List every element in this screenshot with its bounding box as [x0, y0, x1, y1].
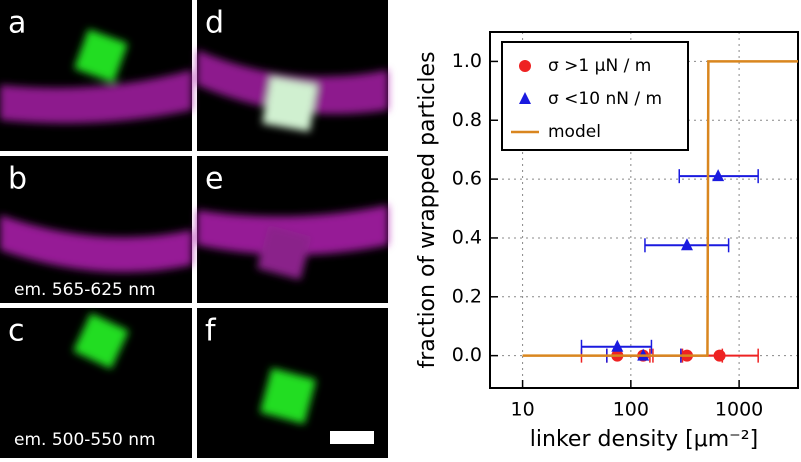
plot-frame	[489, 31, 799, 389]
panel-caption: em. 565-625 nm	[14, 280, 156, 300]
y-tick-label: 1.0	[452, 50, 482, 72]
legend-label: σ >1 μN / m	[548, 56, 651, 76]
model-line	[522, 60, 798, 357]
point	[713, 349, 726, 362]
point	[712, 169, 725, 182]
point	[680, 238, 693, 251]
panel-label: f	[205, 314, 217, 349]
panel-label: a	[8, 6, 26, 41]
panel-label: d	[205, 6, 224, 41]
legend-marker	[519, 60, 531, 72]
y-tick-label: 0.2	[452, 285, 482, 307]
y-tick-label: 0.8	[452, 109, 482, 131]
point	[611, 339, 624, 352]
y-tick-label: 0.6	[452, 168, 482, 190]
x-tick-label: 100	[613, 399, 649, 421]
legend-label: model	[548, 122, 601, 142]
legend-label: σ <10 nN / m	[548, 89, 662, 109]
x-tick-label: 10	[510, 399, 534, 421]
micrographs	[0, 0, 388, 458]
y-tick-label: 0.4	[452, 226, 482, 248]
legend-marker	[519, 92, 531, 104]
y-tick-label: 0.0	[452, 344, 482, 366]
y-axis-label: fraction of wrapped particles	[415, 51, 440, 368]
panel-label: c	[8, 314, 25, 349]
panel-caption: em. 500-550 nm	[14, 430, 156, 450]
panel-label: g	[392, 6, 411, 41]
panel-label: b	[8, 162, 27, 197]
x-tick-label: 1000	[715, 399, 763, 421]
panel-label: e	[205, 162, 223, 197]
x-axis-label: linker density [μm⁻²]	[530, 427, 758, 452]
